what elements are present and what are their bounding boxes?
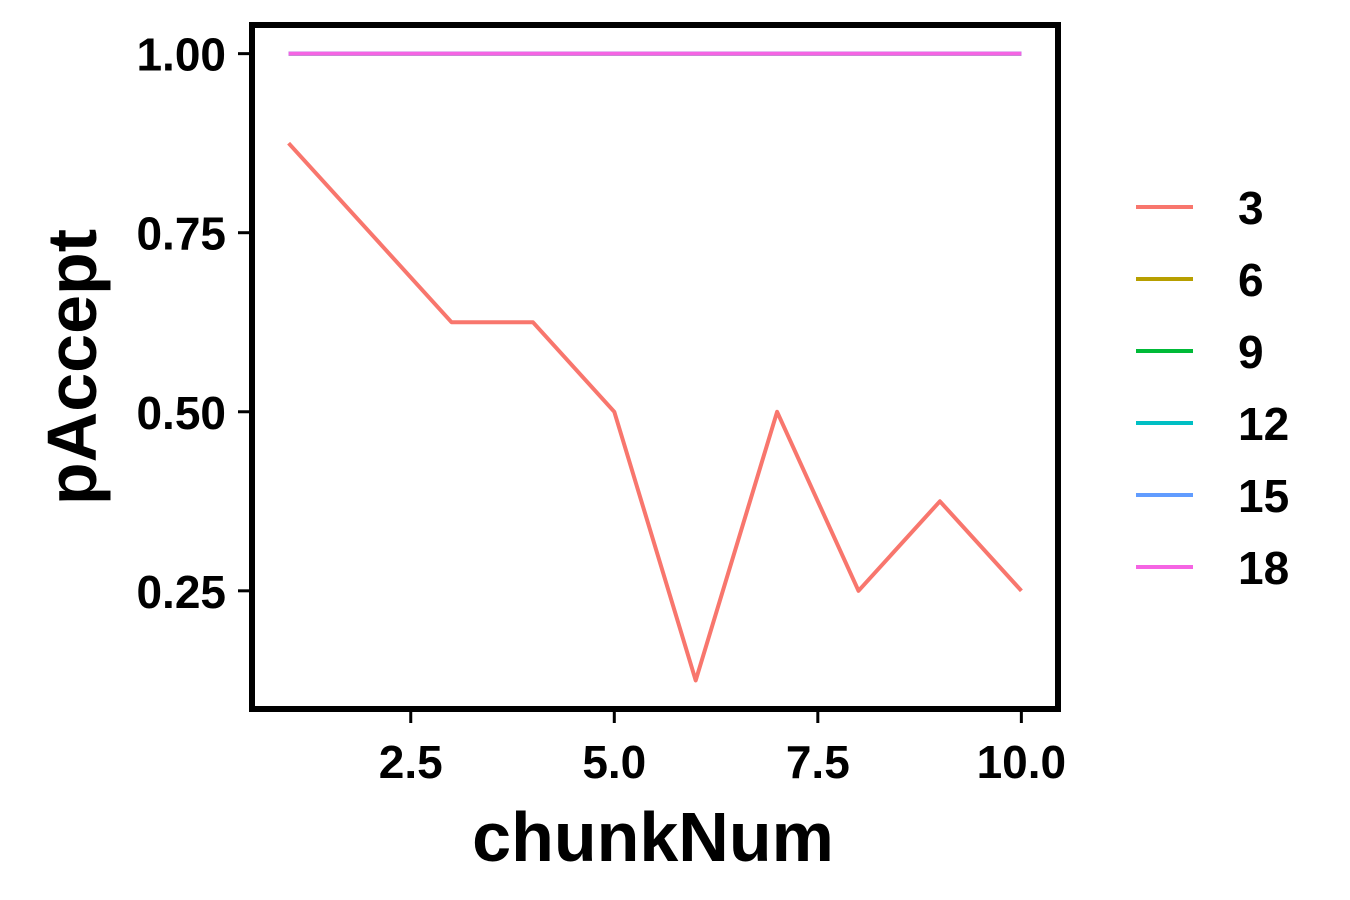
plot-panel-border: [249, 22, 1061, 712]
x-tick-label: 10.0: [977, 736, 1067, 788]
x-tick-label: 5.0: [582, 736, 646, 788]
y-axis-title: pAccept: [33, 229, 111, 505]
y-tick-label: 0.75: [136, 208, 226, 260]
legend-label-3: 3: [1238, 182, 1264, 234]
legend-label-6: 6: [1238, 254, 1264, 306]
legend: 3 6 9 12 15 18: [1136, 182, 1289, 594]
legend-label-9: 9: [1238, 326, 1264, 378]
y-tick-label: 0.25: [136, 566, 226, 618]
series-layer: [287, 51, 1023, 683]
legend-label-18: 18: [1238, 542, 1289, 594]
legend-label-15: 15: [1238, 470, 1289, 522]
series-line-3: [287, 141, 1023, 683]
legend-label-12: 12: [1238, 398, 1289, 450]
x-tick-label: 7.5: [786, 736, 850, 788]
y-tick-label: 0.50: [136, 387, 226, 439]
x-axis-title: chunkNum: [472, 798, 834, 876]
x-tick-label: 2.5: [379, 736, 443, 788]
axes: 2.5 5.0 7.5 10.0 0.25 0.50 0.75 1.00: [136, 29, 1066, 788]
y-tick-label: 1.00: [136, 29, 226, 81]
